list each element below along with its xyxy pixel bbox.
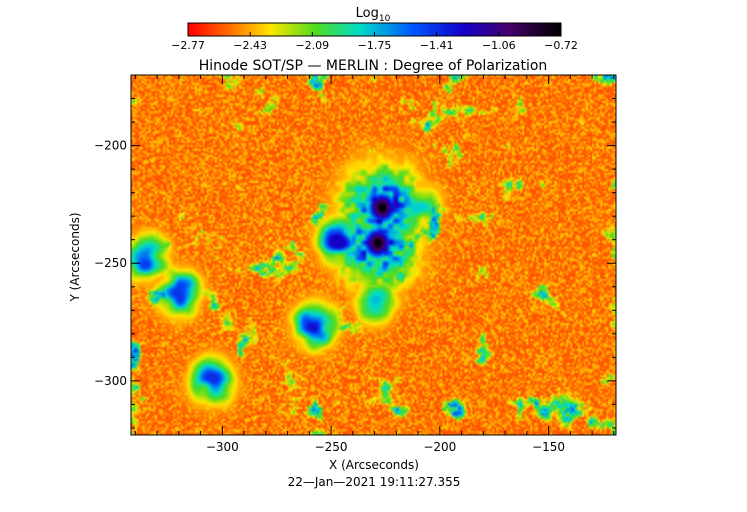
x-axis-label: X (Arcseconds)	[329, 458, 419, 472]
x-tick-label: −250	[315, 440, 348, 454]
colorbar-tick-label: −1.06	[482, 39, 516, 52]
y-axis-label: Y (Arcseconds)	[68, 212, 82, 302]
timestamp: 22—Jan—2021 19:11:27.355	[288, 475, 461, 489]
colorbar-tick-label: −1.41	[420, 39, 454, 52]
colorbar-tick-label: −2.09	[295, 39, 329, 52]
x-tick-label: −300	[206, 440, 239, 454]
colorbar-tick-label: −1.75	[358, 39, 392, 52]
colorbar-tick-label: −0.72	[544, 39, 578, 52]
y-tick-label: −300	[94, 374, 127, 388]
colorbar-tick-label: −2.77	[171, 39, 205, 52]
axis-ticks: −300 −250 −200 −150 −200 −250 −300	[94, 74, 616, 454]
plot-frame	[130, 74, 617, 436]
colorbar-tick-label: −2.43	[233, 39, 267, 52]
y-tick-label: −200	[94, 139, 127, 153]
chart-title: Hinode SOT/SP — MERLIN : Degree of Polar…	[199, 58, 548, 74]
x-tick-label: −200	[423, 440, 456, 454]
colorbar-label: Log10	[356, 6, 391, 24]
y-tick-label: −250	[94, 256, 127, 270]
colorbar-ticks: −2.77 −2.43 −2.09 −1.75 −1.41 −1.06 −0.72	[171, 32, 578, 52]
polarization-map	[131, 75, 616, 435]
x-tick-label: −150	[532, 440, 565, 454]
colorbar-gradient	[188, 23, 561, 36]
